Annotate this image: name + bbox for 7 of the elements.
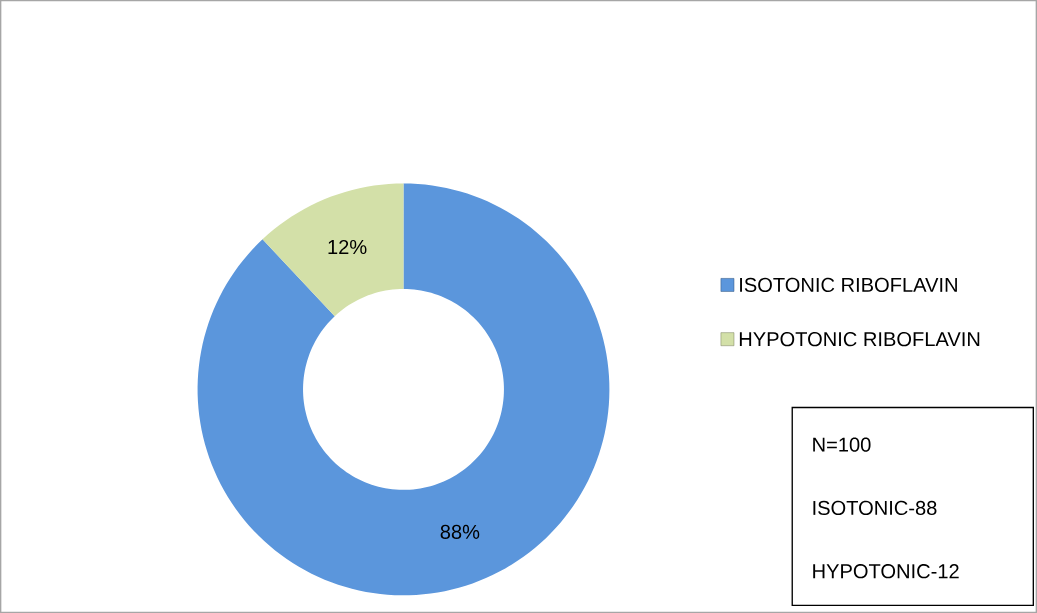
legend-label: ISOTONIC RIBOFLAVIN [740, 277, 957, 293]
data-label: 12% [328, 239, 367, 255]
data-label: 88% [440, 524, 480, 539]
text: HYPOTONIC-12 [813, 564, 959, 579]
text: N=100 [813, 437, 871, 452]
legend-label: HYPOTONIC RIBOFLAVIN [739, 332, 980, 347]
text: ISOTONIC-88 [813, 500, 937, 516]
